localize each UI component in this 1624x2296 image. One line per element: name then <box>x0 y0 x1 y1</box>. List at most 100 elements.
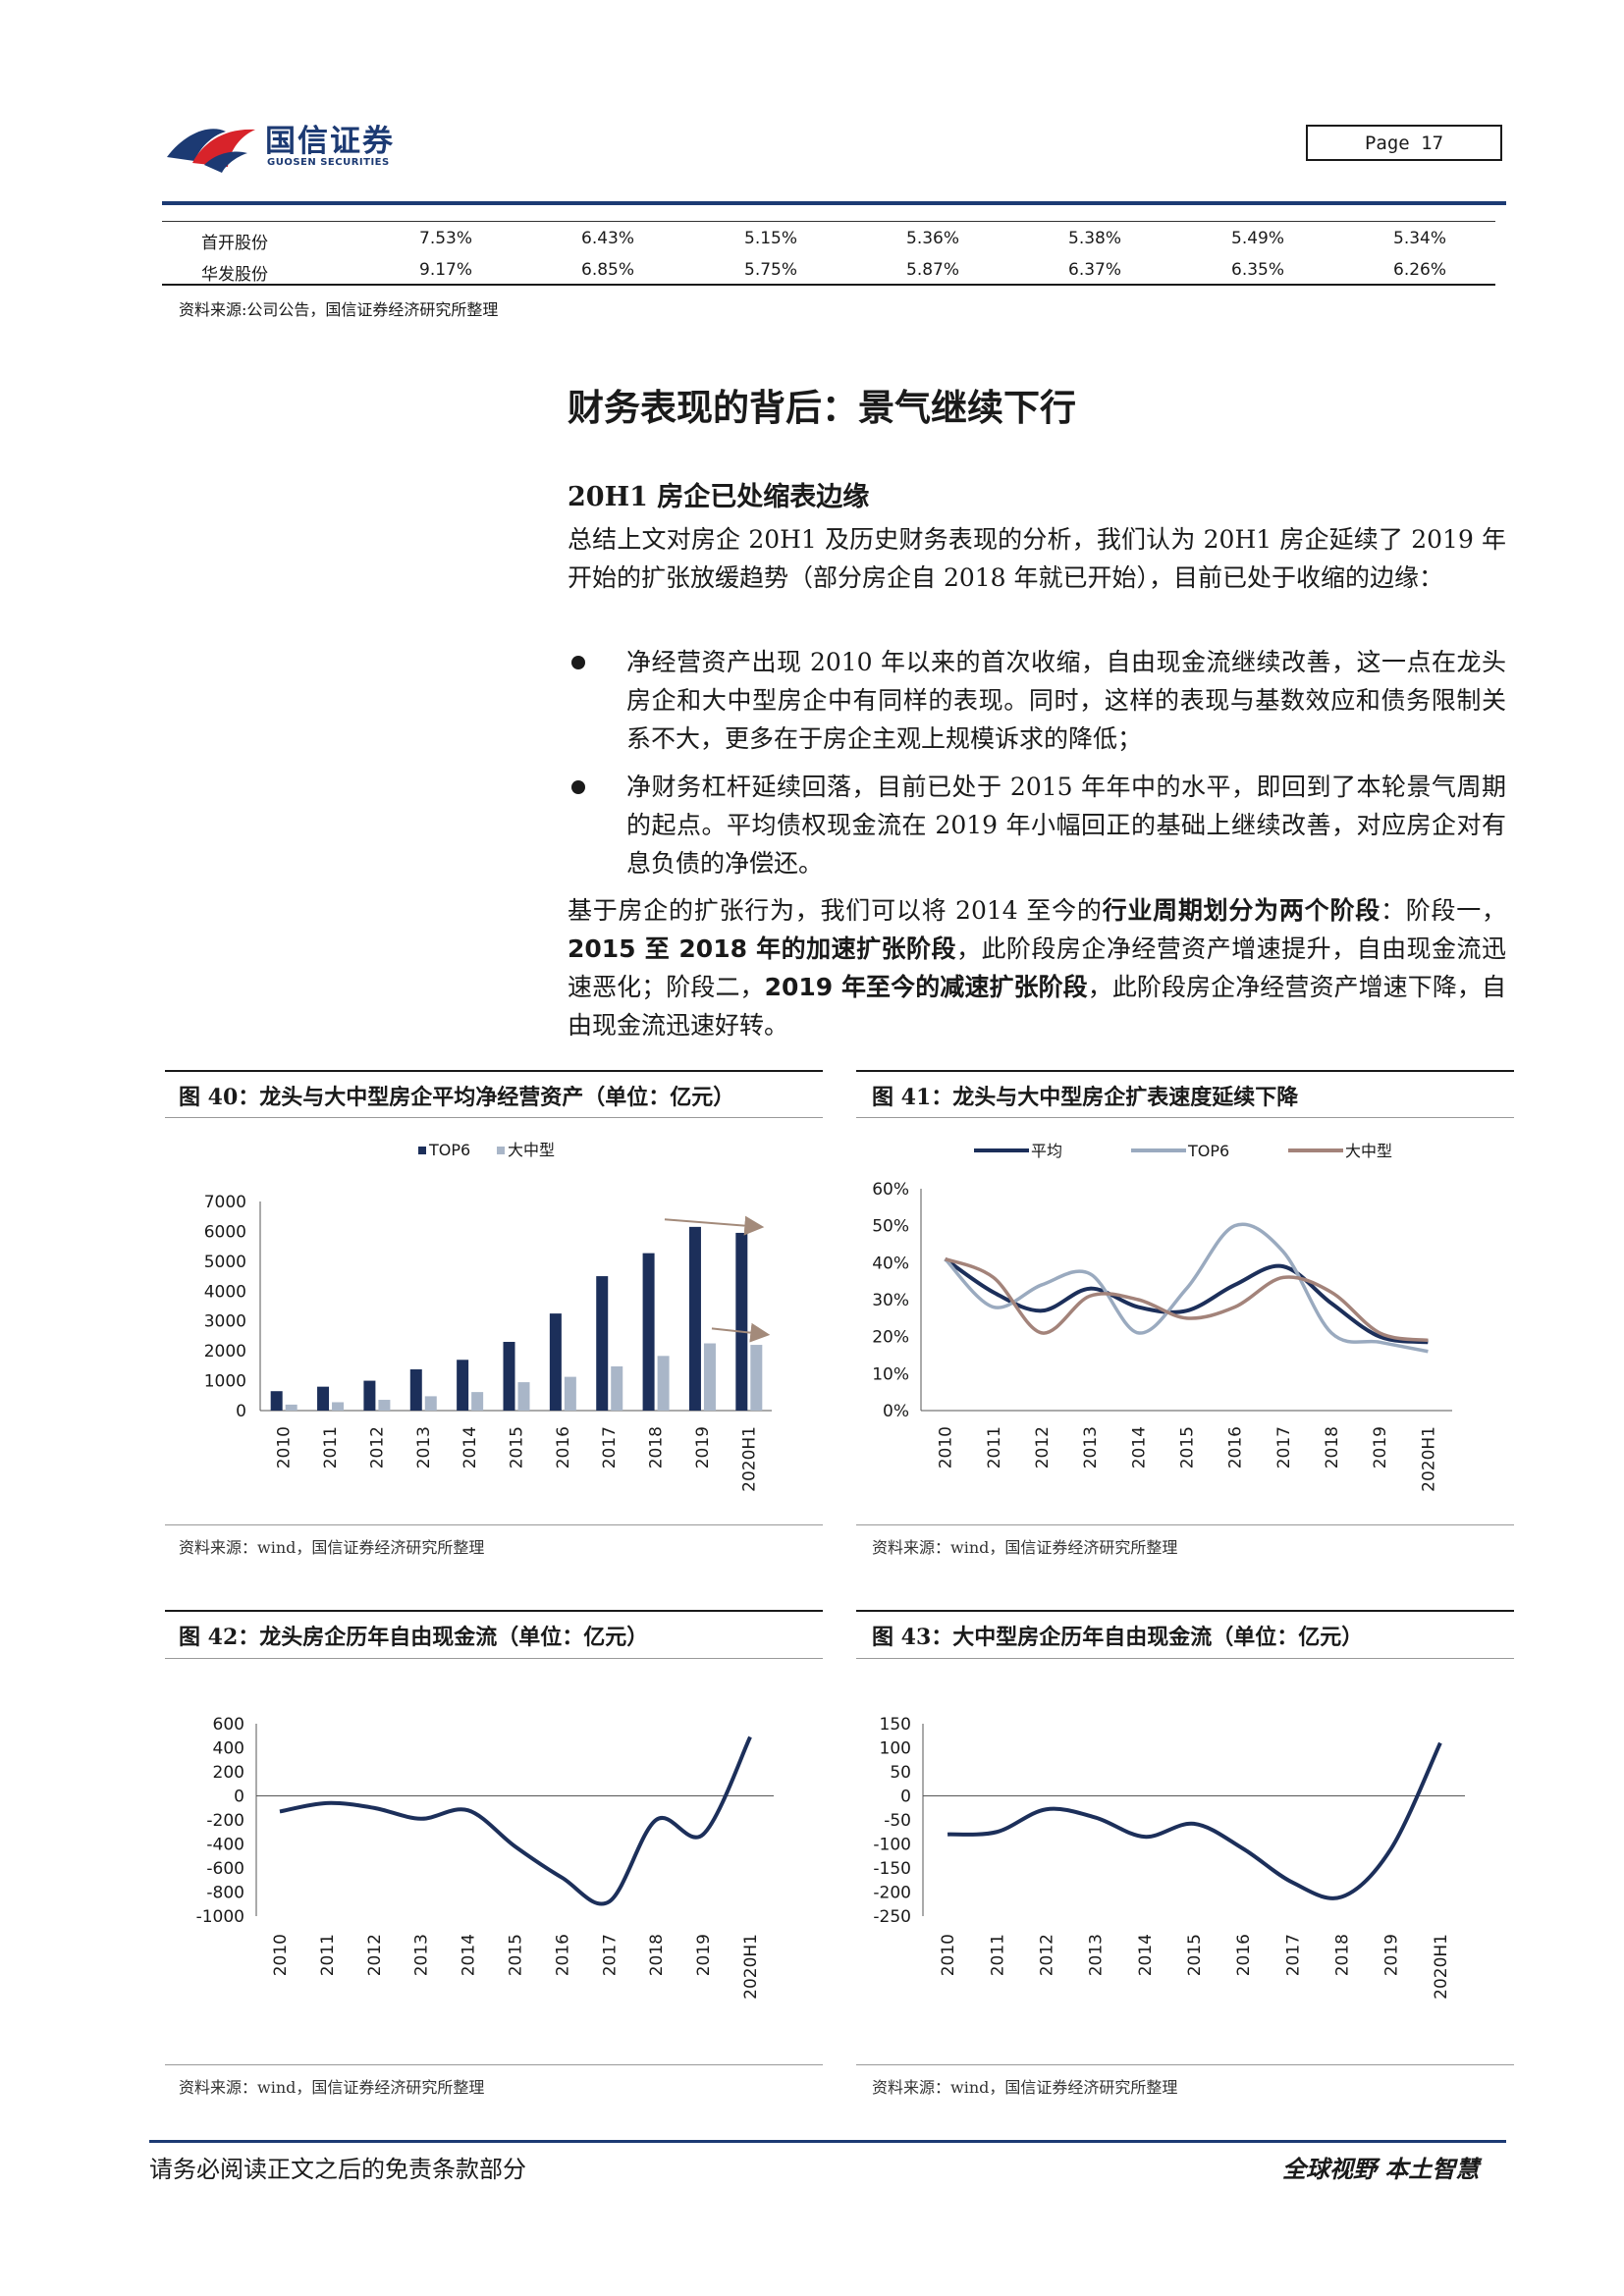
x-tick-label: 2017 <box>1274 1426 1294 1468</box>
bar-1 <box>378 1400 391 1411</box>
x-tick-label: 2015 <box>507 1934 526 1976</box>
bar-1 <box>657 1356 670 1411</box>
x-tick-label: 2014 <box>460 1426 480 1468</box>
figure-frame-bottom <box>165 2064 823 2065</box>
logo-subtext: GUOSEN SECURITIES <box>267 157 390 168</box>
table-top-rule <box>162 221 1495 222</box>
bar-1 <box>750 1345 763 1411</box>
caption-rule <box>165 1070 823 1072</box>
y-tick-label: -400 <box>206 1836 244 1855</box>
x-tick-label: 2012 <box>1037 1934 1056 1976</box>
x-tick-label: 2012 <box>367 1426 387 1468</box>
series-line <box>279 1735 752 1906</box>
x-tick-label: 2019 <box>693 1426 713 1468</box>
y-tick-label: 60% <box>872 1180 909 1200</box>
text-run: ，此阶段房企净经营资产增速下降，自由现金流迅速好转。 <box>568 973 1506 1040</box>
figure-caption: 图 43：大中型房企历年自由现金流（单位：亿元） <box>872 1625 1364 1650</box>
x-tick-label: 2010 <box>271 1934 291 1976</box>
y-tick-label: 20% <box>872 1328 909 1348</box>
figure-source: 资料来源：wind，国信证券经济研究所整理 <box>179 2078 485 2097</box>
legend-swatch <box>418 1147 426 1154</box>
y-tick-label: 50 <box>890 1763 911 1783</box>
logo-text: 国信证券 <box>265 124 395 159</box>
bar-1 <box>703 1343 716 1411</box>
caption-rule <box>856 1117 1514 1118</box>
table-cell: 6.26% <box>1393 260 1447 280</box>
x-tick-label: 2016 <box>1234 1934 1254 1976</box>
table-cell: 6.37% <box>1068 260 1122 280</box>
trend-arrow-midsize <box>711 1322 771 1343</box>
table-cell: 9.17% <box>419 260 473 280</box>
y-tick-label: 30% <box>872 1291 909 1310</box>
x-tick-label: 2016 <box>1226 1426 1246 1468</box>
x-tick-label: 2013 <box>414 1426 434 1468</box>
x-tick-label: 2016 <box>554 1426 573 1468</box>
bullet-item: 净经营资产出现 2010 年以来的首次收缩，自由现金流继续改善，这一点在龙头房企… <box>626 648 1506 753</box>
bar-0 <box>503 1342 515 1411</box>
x-tick-label: 2010 <box>939 1934 958 1976</box>
legend-label: 大中型 <box>508 1141 555 1159</box>
bar-1 <box>285 1404 298 1411</box>
x-tick-label: 2011 <box>318 1934 338 1976</box>
y-tick-label: 50% <box>872 1217 909 1237</box>
figure-source: 资料来源：wind，国信证券经济研究所整理 <box>179 1538 485 1557</box>
paragraph: 基于房企的扩张行为，我们可以将 2014 至今的行业周期划分为两个阶段：阶段一，… <box>568 891 1506 1044</box>
bar-1 <box>332 1402 345 1411</box>
text-run: ，此阶段房企净经营资产增速提升，自由现金流迅速恶化；阶段二， <box>568 934 1506 1001</box>
x-tick-label: 2015 <box>1185 1934 1205 1976</box>
x-tick-label: 2014 <box>1136 1934 1156 1976</box>
y-tick-label: -150 <box>873 1859 911 1879</box>
y-tick-label: 10% <box>872 1364 909 1384</box>
bar-0 <box>596 1276 609 1411</box>
caption-rule <box>856 1658 1514 1659</box>
table-cell: 5.36% <box>906 229 960 248</box>
y-tick-label: 1000 <box>204 1372 246 1392</box>
bar-1 <box>564 1376 576 1411</box>
bold-run: 行业周期划分为两个阶段 <box>1102 896 1380 925</box>
caption-rule <box>165 1610 823 1612</box>
table-cell: 7.53% <box>419 229 473 248</box>
x-tick-label: 2015 <box>508 1426 527 1468</box>
table-cell-name: 首开股份 <box>201 234 268 253</box>
table-cell: 5.34% <box>1393 229 1447 248</box>
bullet-item: 净财务杠杆延续回落，目前已处于 2015 年年中的水平，即回到了本轮景气周期的起… <box>626 773 1506 878</box>
y-tick-label: 200 <box>213 1763 244 1783</box>
x-tick-label: 2015 <box>1178 1426 1198 1468</box>
bullet-dot-icon <box>571 656 585 669</box>
table-cell: 6.85% <box>581 260 635 280</box>
x-tick-label: 2012 <box>365 1934 385 1976</box>
x-tick-label: 2013 <box>1081 1426 1101 1468</box>
table-cell: 5.49% <box>1231 229 1285 248</box>
x-tick-label: 2016 <box>553 1934 572 1976</box>
bar-0 <box>549 1313 562 1411</box>
bold-run: 2015 至 2018 年的加速扩张阶段 <box>568 934 956 963</box>
paragraph: 总结上文对房企 20H1 及历史财务表现的分析，我们认为 20H1 房企延续了 … <box>568 525 1506 592</box>
x-tick-label: 2019 <box>1371 1426 1390 1468</box>
table-cell: 6.43% <box>581 229 635 248</box>
y-tick-label: 0 <box>236 1402 246 1421</box>
series-line-2 <box>944 1256 1429 1343</box>
x-tick-label: 2020H1 <box>1419 1426 1438 1492</box>
x-tick-label: 2013 <box>412 1934 432 1976</box>
figure-frame-bottom <box>856 1524 1514 1525</box>
bar-0 <box>688 1226 701 1411</box>
x-tick-label: 2020H1 <box>739 1426 759 1492</box>
y-tick-label: 150 <box>880 1715 911 1735</box>
figure-frame-bottom <box>165 1524 823 1525</box>
table-cell-name: 华发股份 <box>201 265 268 285</box>
footer-divider <box>149 2140 1506 2143</box>
caption-rule <box>856 1610 1514 1612</box>
y-tick-label: -200 <box>206 1811 244 1831</box>
bar-0 <box>270 1391 283 1411</box>
caption-rule <box>165 1658 823 1659</box>
page-number: Page 17 <box>1306 125 1502 161</box>
y-tick-label: 400 <box>213 1739 244 1759</box>
table-cell: 5.15% <box>744 229 798 248</box>
x-tick-label: 2013 <box>1087 1934 1107 1976</box>
table-row: 首开股份 7.53% 6.43% 5.15% 5.36% 5.38% 5.49%… <box>162 225 1495 254</box>
table-cell: 5.87% <box>906 260 960 280</box>
y-tick-label: 600 <box>213 1715 244 1735</box>
table-row: 华发股份 9.17% 6.85% 5.75% 5.87% 6.37% 6.35%… <box>162 256 1495 286</box>
x-tick-label: 2018 <box>647 1426 667 1468</box>
chart-midsize-free-cash-flow: -250 -200 -150 -100 -50 0 50 100 150 2010 2011 2012… <box>873 1715 1465 2000</box>
